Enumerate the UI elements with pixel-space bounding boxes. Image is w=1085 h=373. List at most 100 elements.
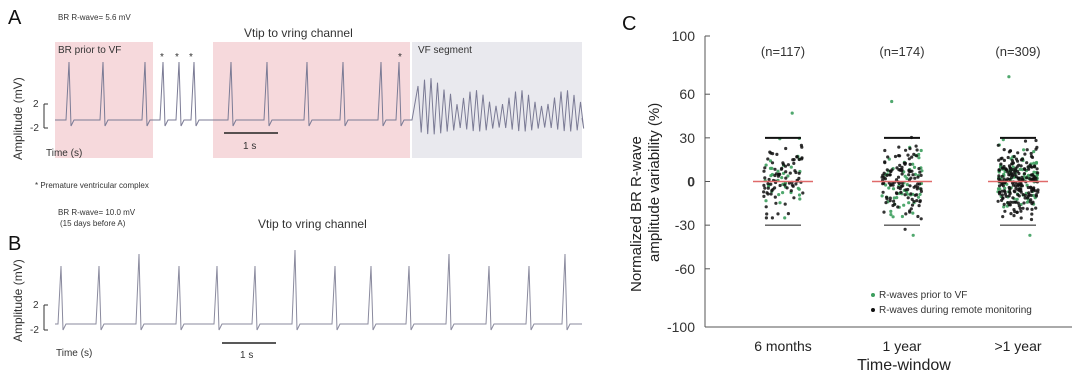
point-remote-monitoring	[1026, 194, 1031, 198]
point-remote-monitoring	[898, 168, 903, 172]
point-remote-monitoring	[1012, 154, 1016, 159]
point-remote-monitoring	[889, 169, 893, 174]
point-remote-monitoring	[1010, 172, 1015, 176]
point-prior-vf	[778, 201, 782, 205]
point-remote-monitoring	[1009, 212, 1013, 216]
point-remote-monitoring	[1025, 176, 1029, 180]
point-prior-vf	[776, 169, 780, 173]
point-remote-monitoring	[800, 157, 804, 161]
point-remote-monitoring	[883, 148, 887, 153]
panel-a-tick-bottom: -2	[30, 123, 39, 134]
point-remote-monitoring	[1011, 200, 1015, 204]
point-remote-monitoring	[786, 163, 791, 167]
point-remote-monitoring	[894, 178, 899, 182]
point-remote-monitoring	[1013, 173, 1017, 177]
point-remote-monitoring	[1023, 139, 1028, 143]
point-remote-monitoring	[906, 153, 910, 157]
point-remote-monitoring	[1030, 207, 1034, 211]
point-remote-monitoring	[774, 201, 778, 205]
panel-b-xlabel: Time (s)	[56, 348, 92, 359]
point-prior-vf	[905, 183, 910, 187]
point-remote-monitoring	[763, 166, 767, 170]
c-category-label-1: 1 year	[883, 338, 922, 354]
point-remote-monitoring	[1035, 145, 1039, 149]
point-remote-monitoring	[1027, 167, 1031, 171]
point-remote-monitoring	[910, 155, 914, 159]
point-remote-monitoring	[797, 171, 801, 175]
point-remote-monitoring	[915, 199, 919, 203]
point-remote-monitoring	[919, 217, 923, 221]
pvc-star-3: *	[189, 52, 193, 63]
point-prior-vf	[1015, 197, 1019, 201]
c-xlabel: Time-window	[857, 357, 951, 373]
point-prior-vf	[895, 196, 899, 200]
point-prior-vf	[891, 215, 895, 219]
point-remote-monitoring	[996, 199, 1000, 203]
point-remote-monitoring	[1020, 157, 1025, 161]
point-remote-monitoring	[1029, 217, 1034, 222]
point-remote-monitoring	[764, 205, 768, 209]
point-remote-monitoring	[1004, 194, 1008, 198]
point-remote-monitoring	[766, 186, 770, 190]
point-remote-monitoring	[1017, 163, 1021, 167]
point-remote-monitoring	[888, 199, 892, 203]
point-remote-monitoring	[909, 176, 913, 180]
c-group-0: (n=117) 6 months	[753, 44, 813, 354]
point-remote-monitoring	[765, 191, 769, 195]
point-remote-monitoring	[784, 170, 788, 174]
point-prior-vf	[919, 148, 923, 153]
point-remote-monitoring	[919, 189, 924, 193]
point-remote-monitoring	[914, 144, 918, 148]
point-remote-monitoring	[1010, 159, 1015, 163]
point-remote-monitoring	[1035, 167, 1039, 171]
point-remote-monitoring	[880, 175, 884, 179]
point-remote-monitoring	[1016, 169, 1020, 174]
point-remote-monitoring	[885, 168, 889, 172]
point-remote-monitoring	[888, 196, 892, 200]
point-remote-monitoring	[911, 173, 915, 177]
point-prior-vf	[890, 99, 894, 104]
point-prior-vf	[1032, 161, 1036, 165]
point-remote-monitoring	[1029, 186, 1033, 190]
point-remote-monitoring	[996, 143, 1000, 147]
point-remote-monitoring	[777, 173, 781, 177]
point-remote-monitoring	[764, 216, 769, 220]
point-remote-monitoring	[907, 157, 911, 161]
point-prior-vf	[889, 209, 893, 213]
point-remote-monitoring	[1022, 172, 1027, 176]
point-remote-monitoring	[1033, 164, 1037, 168]
point-prior-vf	[1034, 160, 1039, 165]
point-remote-monitoring	[1029, 198, 1033, 202]
point-remote-monitoring	[902, 161, 907, 165]
point-remote-monitoring	[788, 171, 792, 175]
point-remote-monitoring	[1017, 176, 1021, 180]
point-remote-monitoring	[773, 195, 777, 199]
c-ylabel: Normalized BR R-wave	[628, 136, 645, 292]
point-remote-monitoring	[886, 155, 890, 159]
point-prior-vf	[780, 176, 784, 180]
c-count-label-0: (n=117)	[761, 44, 805, 59]
point-remote-monitoring	[763, 186, 767, 190]
point-remote-monitoring	[919, 173, 923, 177]
point-remote-monitoring	[899, 184, 904, 189]
point-prior-vf	[781, 191, 785, 195]
point-remote-monitoring	[789, 189, 793, 193]
point-remote-monitoring	[916, 214, 920, 219]
point-remote-monitoring	[771, 187, 775, 191]
point-prior-vf	[912, 165, 917, 169]
point-remote-monitoring	[1033, 175, 1037, 180]
point-remote-monitoring	[784, 176, 788, 180]
point-prior-vf	[1002, 205, 1006, 209]
point-remote-monitoring	[1007, 177, 1012, 181]
point-prior-vf	[1022, 148, 1026, 152]
point-remote-monitoring	[1000, 182, 1004, 187]
point-prior-vf	[891, 187, 896, 191]
point-remote-monitoring	[1026, 185, 1030, 190]
pvc-star-4: *	[398, 52, 402, 63]
point-remote-monitoring	[773, 173, 777, 178]
c-ytick-label-5: -60	[675, 261, 695, 277]
point-remote-monitoring	[1012, 208, 1016, 212]
point-remote-monitoring	[893, 154, 898, 159]
point-remote-monitoring	[1002, 202, 1006, 206]
point-remote-monitoring	[903, 227, 907, 231]
